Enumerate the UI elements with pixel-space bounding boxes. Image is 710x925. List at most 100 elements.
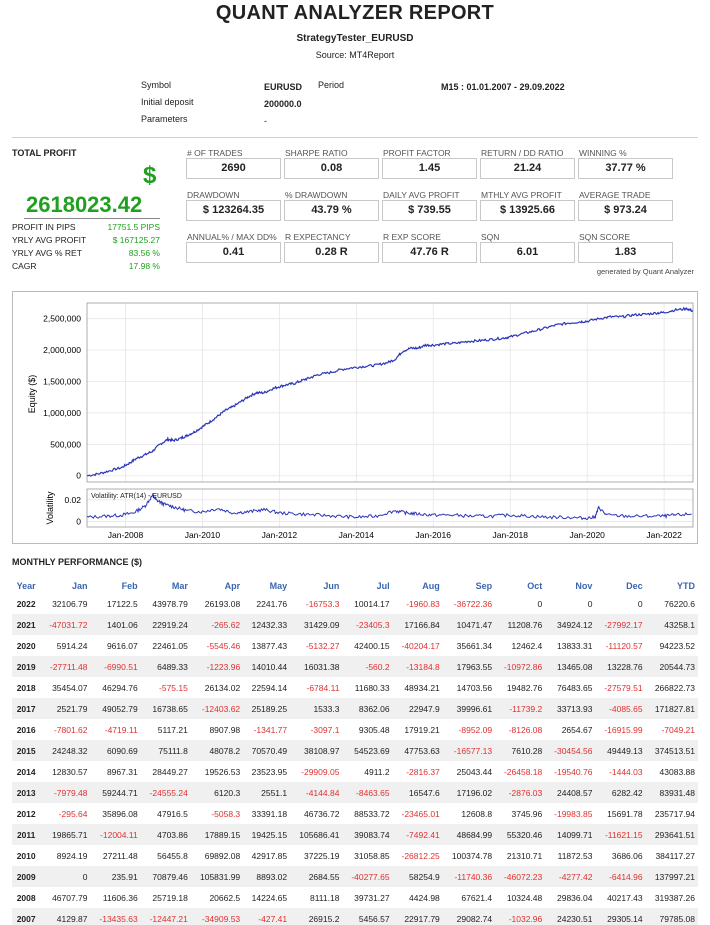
- value-cell: -5132.27: [305, 640, 340, 651]
- metric-sharpe: 0.08: [284, 158, 379, 179]
- value-cell: 27211.48: [102, 850, 138, 861]
- period-label: Period: [318, 80, 345, 90]
- column-header[interactable]: Jun: [323, 580, 340, 591]
- value-cell: -11739.2: [495, 698, 546, 719]
- column-header[interactable]: Oct: [527, 580, 543, 591]
- value-cell: -6990.51: [90, 656, 141, 677]
- value-cell: -23405.3: [342, 614, 393, 635]
- parameters-label: Parameters: [141, 114, 188, 124]
- value-cell: 11208.76: [495, 614, 546, 635]
- table-row: 2016 -7801.62 -4719.11 5117.21 8907.98 -1341.…: [12, 719, 698, 740]
- value-cell: 58254.9: [392, 866, 443, 887]
- value-cell: 47916.5: [157, 808, 188, 819]
- value-cell: 2551.1: [243, 782, 291, 803]
- report-subtitle: StrategyTester_EURUSD: [296, 33, 414, 44]
- value-cell: 48934.21: [404, 682, 440, 693]
- metric-label: DRAWDOWN: [187, 190, 240, 200]
- value-cell: 5914.24: [56, 640, 88, 651]
- metric-label: WINNING %: [579, 148, 627, 158]
- value-cell: -8126.08: [508, 724, 543, 735]
- column-header[interactable]: Year: [16, 580, 36, 591]
- value-cell: 35454.07: [52, 682, 88, 693]
- value-cell: -11621.15: [595, 824, 646, 845]
- value-cell: -1032.96: [495, 908, 546, 925]
- column-header[interactable]: Apr: [224, 580, 241, 591]
- metric-label: % DRAWDOWN: [285, 190, 348, 200]
- table-row: 2015 24248.32 6090.69 75111.8 48078.2 70570.4…: [12, 740, 698, 761]
- value-cell: 4911.2: [364, 766, 390, 777]
- value-cell: 8967.31: [106, 766, 138, 777]
- total-profit-label: TOTAL PROFIT: [12, 148, 77, 158]
- value-cell: 13877.43: [251, 640, 288, 651]
- value-cell: -295.64: [58, 808, 88, 819]
- value-cell: -12447.21: [140, 908, 191, 925]
- equity-line: [86, 306, 694, 477]
- value-cell: 43978.79: [152, 598, 188, 609]
- dollar-icon: $: [143, 162, 157, 189]
- value-cell: 4424.98: [409, 892, 440, 903]
- value-cell: 22947.9: [392, 698, 443, 719]
- value-cell: 6489.33: [140, 656, 191, 677]
- yrly-avg-ret-label: YRLY AVG % RET: [12, 248, 82, 258]
- value-cell: 8893.02: [243, 866, 291, 887]
- value-cell: 10324.48: [506, 892, 543, 903]
- value-cell: 8362.06: [342, 698, 393, 719]
- metric-profit-factor: 1.45: [382, 158, 477, 179]
- value-cell: 12608.8: [461, 808, 493, 819]
- value-cell: 26915.2: [290, 908, 343, 925]
- value-cell: -2876.03: [495, 782, 546, 803]
- equity-y-tick-label: 1,000,000: [43, 408, 81, 418]
- value-cell: 46294.76: [102, 682, 138, 693]
- value-cell: -560.2: [342, 656, 393, 677]
- value-cell: 6282.42: [595, 782, 646, 803]
- value-cell: -4277.42: [545, 866, 596, 887]
- value-cell: 137997.21: [645, 866, 698, 887]
- value-cell: 4129.87: [40, 908, 91, 925]
- value-cell: 17889.15: [190, 824, 244, 845]
- metric-label: R EXP SCORE: [383, 232, 441, 242]
- value-cell: 384117.27: [655, 850, 695, 861]
- value-cell: 70570.49: [243, 740, 291, 761]
- value-cell: 39996.61: [442, 698, 496, 719]
- x-tick-label: Jan-2020: [569, 530, 605, 540]
- table-row: 2008 46707.79 11606.36 25719.18 20662.5 14224…: [12, 887, 698, 908]
- value-cell: -23465.01: [401, 808, 440, 819]
- value-cell: -26812.25: [401, 850, 440, 861]
- value-cell: -27992.17: [595, 614, 646, 635]
- column-header[interactable]: Aug: [422, 580, 440, 591]
- deposit-label: Initial deposit: [141, 97, 194, 107]
- year-cell: 2014: [16, 766, 36, 777]
- report-source: Source: MT4Report: [315, 50, 395, 60]
- column-header[interactable]: Dec: [626, 580, 643, 591]
- value-cell: 49052.79: [90, 698, 141, 719]
- column-header[interactable]: Jul: [376, 580, 390, 591]
- year-cell: 2008: [16, 892, 36, 903]
- value-cell: -3097.1: [310, 724, 340, 735]
- value-cell: 0: [40, 866, 91, 887]
- metric-r-expectancy: 0.28 R: [284, 242, 379, 263]
- column-header[interactable]: Nov: [575, 580, 593, 591]
- value-cell: -16915.99: [604, 724, 643, 735]
- value-cell: 26134.02: [204, 682, 241, 693]
- value-cell: 14703.56: [456, 682, 493, 693]
- column-header[interactable]: Jan: [72, 580, 88, 591]
- metric-label: AVERAGE TRADE: [579, 190, 651, 200]
- column-header[interactable]: YTD: [677, 580, 695, 591]
- period-value: M15 : 01.01.2007 - 29.09.2022: [441, 82, 565, 92]
- volatility-y-tick-label: 0.02: [64, 495, 81, 505]
- value-cell: 34924.12: [545, 614, 596, 635]
- column-header[interactable]: May: [269, 580, 288, 591]
- value-cell: 20662.5: [209, 892, 241, 903]
- value-cell: 319387.26: [654, 892, 695, 903]
- column-header[interactable]: Mar: [171, 580, 188, 591]
- column-header[interactable]: Feb: [121, 580, 138, 591]
- equity-chart-panel: 0 500,000 1,000,000 1,500,000 2,000,000 2,500…: [12, 291, 698, 544]
- value-cell: -10972.86: [495, 656, 546, 677]
- value-cell: 56455.8: [157, 850, 188, 861]
- value-cell: 12462.4: [511, 640, 543, 651]
- value-cell: 13833.31: [556, 640, 593, 651]
- x-tick-label: Jan-2016: [416, 530, 452, 540]
- column-header[interactable]: Sep: [475, 580, 493, 591]
- yrly-avg-ret-value: 83.56 %: [128, 248, 160, 258]
- equity-y-tick-label: 2,500,000: [43, 314, 81, 324]
